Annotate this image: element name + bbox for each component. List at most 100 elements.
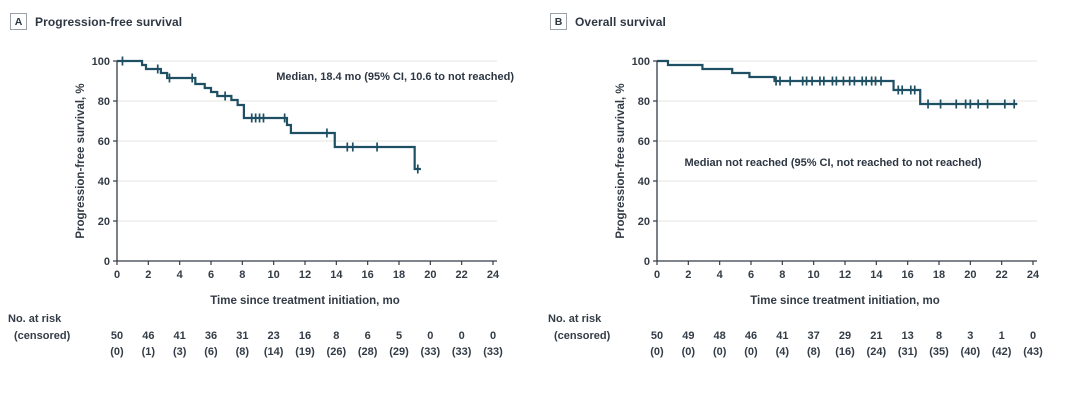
x-tick-label: 20 [424,269,436,281]
y-axis-ticks: 0 20 40 60 80 100 [632,56,657,268]
y-tick-label: 0 [104,256,110,268]
y-tick-label: 60 [638,136,650,148]
y-tick-label: 80 [98,96,110,108]
x-tick-label: 4 [717,269,724,281]
x-tick-label: 18 [393,269,405,281]
x-tick-label: 10 [268,269,280,281]
x-tick-label: 0 [654,269,660,281]
panel-progression-free-survival: A Progression-free survival 0 20 40 60 80 100… [8,13,514,358]
panel-b-header: B Overall survival [550,13,666,30]
censored-count: (24) [867,346,887,358]
censored-count: (8) [807,346,821,358]
at-risk-count: 8 [333,330,339,342]
censor-marks [775,76,1016,109]
censored-row-header: (censored) [14,330,71,342]
censored-count: (42) [992,346,1012,358]
censored-count: (40) [961,346,981,358]
x-axis-title: Time since treatment initiation, mo [210,295,400,307]
censor-marks [121,56,419,174]
axes [116,61,497,262]
x-tick-label: 6 [208,269,214,281]
x-tick-label: 8 [779,269,785,281]
x-tick-label: 14 [870,269,883,281]
x-tick-label: 14 [330,269,343,281]
at-risk-count: 50 [651,330,663,342]
censored-count: (33) [421,346,441,358]
censored-count: (4) [776,346,790,358]
at-risk-count: 46 [142,330,154,342]
censored-count: (28) [358,346,378,358]
y-tick-label: 20 [638,216,650,228]
at-risk-count: 5 [396,330,402,342]
x-tick-label: 24 [1027,269,1040,281]
censored-count: (33) [483,346,503,358]
y-tick-label: 40 [638,176,650,188]
censored-count: (26) [327,346,347,358]
at-risk-count: 37 [808,330,820,342]
x-axis-ticks: 0 2 4 6 8 10 12 14 16 18 20 22 24 [654,261,1040,281]
censored-count: (33) [452,346,472,358]
censored-count: (6) [204,346,218,358]
x-tick-label: 4 [177,269,184,281]
risk-table: No. at risk (censored) 50 (0) 49 (0) 48 (0) 46 (0… [548,313,1043,358]
x-tick-label: 12 [839,269,851,281]
censored-count: (16) [835,346,855,358]
y-tick-label: 40 [98,176,110,188]
x-tick-label: 0 [114,269,120,281]
x-tick-label: 16 [902,269,914,281]
axes [656,61,1037,262]
x-tick-label: 10 [808,269,820,281]
panel-a-label: A [14,15,23,28]
x-tick-label: 12 [299,269,311,281]
survival-curve [117,59,421,171]
at-risk-count: 49 [682,330,694,342]
y-tick-label: 80 [638,96,650,108]
at-risk-count: 0 [427,330,433,342]
panel-a-header: A Progression-free survival [10,13,182,30]
censored-count: (43) [1023,346,1043,358]
at-risk-count: 13 [902,330,914,342]
censored-count: (1) [142,346,156,358]
y-tick-label: 20 [98,216,110,228]
censored-count: (0) [744,346,758,358]
at-risk-count: 1 [999,330,1005,342]
at-risk-count: 46 [745,330,757,342]
censored-count: (8) [236,346,250,358]
censored-count: (0) [110,346,124,358]
censored-count: (14) [264,346,284,358]
y-tick-label: 0 [644,256,650,268]
at-risk-count: 48 [714,330,726,342]
at-risk-count: 0 [1030,330,1036,342]
y-tick-label: 60 [98,136,110,148]
censored-count: (31) [898,346,918,358]
x-axis-title: Time since treatment initiation, mo [750,295,940,307]
panel-a-title: Progression-free survival [35,14,183,29]
x-axis-ticks: 0 2 4 6 8 10 12 14 16 18 20 22 24 [114,261,500,281]
median-annotation: Median, 18.4 mo (95% CI, 10.6 to not rea… [276,71,514,83]
risk-table-header: No. at risk [8,313,62,325]
censored-count: (0) [650,346,664,358]
x-tick-label: 2 [685,269,691,281]
at-risk-count: 16 [299,330,311,342]
y-axis-title: Progression-free survival, % [615,83,627,238]
at-risk-count: 41 [174,330,186,342]
x-tick-label: 20 [964,269,976,281]
censored-count: (3) [173,346,187,358]
y-tick-label: 100 [92,56,110,68]
at-risk-count: 21 [870,330,882,342]
at-risk-count: 41 [776,330,788,342]
x-tick-label: 18 [933,269,945,281]
panel-b-label: B [554,15,563,28]
at-risk-count: 31 [236,330,248,342]
at-risk-count: 8 [936,330,942,342]
gridlines [657,60,1037,222]
censored-count: (19) [295,346,315,358]
risk-table-header: No. at risk [548,313,602,325]
x-tick-label: 8 [239,269,245,281]
y-axis-title: Progression-free survival, % [75,83,87,238]
at-risk-count: 50 [111,330,123,342]
censored-row-header: (censored) [554,330,611,342]
